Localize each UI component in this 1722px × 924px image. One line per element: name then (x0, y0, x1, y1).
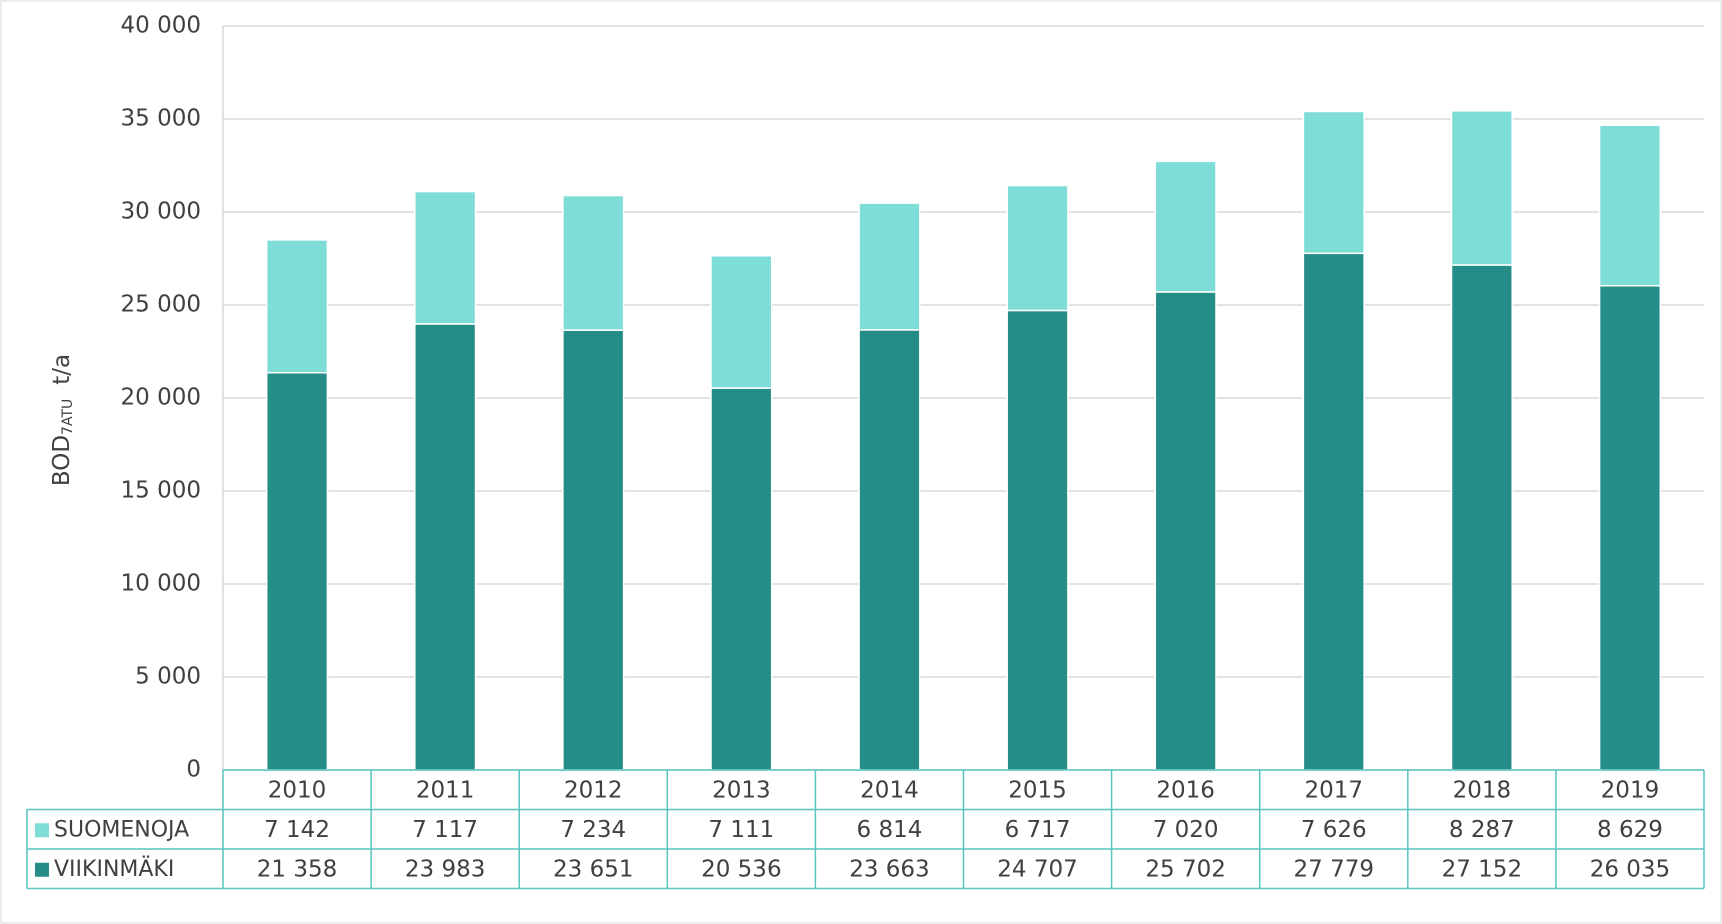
bar-segment (1006, 184, 1069, 312)
y-tick-label: 0 (186, 757, 201, 783)
x-tick-label: 2014 (860, 777, 919, 803)
table-value: 27 152 (1442, 856, 1522, 882)
bar-segment (710, 255, 773, 389)
bar-segment (414, 190, 477, 325)
x-tick-label: 2010 (268, 777, 327, 803)
y-tick-label: 40 000 (121, 13, 201, 39)
y-label-sub: 7ATU (60, 399, 76, 435)
table-value: 21 358 (257, 856, 337, 882)
legend-swatch (35, 823, 49, 838)
table-value: 7 142 (264, 817, 330, 843)
x-tick-label: 2016 (1156, 777, 1215, 803)
table-value: 20 536 (701, 856, 781, 882)
bar-segment (1154, 160, 1217, 293)
table-value: 27 779 (1294, 856, 1374, 882)
bar-segment (562, 194, 625, 331)
x-tick-label: 2018 (1453, 777, 1512, 803)
y-tick-label: 5 000 (135, 664, 201, 690)
y-tick-label: 20 000 (121, 385, 201, 411)
bar-segment (1302, 252, 1365, 771)
bar-segment (710, 387, 773, 771)
legend-swatch (35, 862, 49, 877)
bar-segment (562, 329, 625, 771)
x-tick-label: 2019 (1601, 777, 1660, 803)
x-tick-label: 2013 (712, 777, 771, 803)
x-tick-label: 2017 (1304, 777, 1363, 803)
table-value: 8 287 (1449, 817, 1515, 843)
bar-segment (858, 329, 921, 771)
table-value: 23 983 (405, 856, 485, 882)
bar-segment (1006, 309, 1069, 771)
y-axis-label: BOD7ATU t/a (49, 354, 77, 486)
y-tick-label: 15 000 (121, 478, 201, 504)
y-tick-label: 10 000 (121, 571, 201, 597)
bar-segment (1302, 110, 1365, 255)
table-value: 7 020 (1153, 817, 1219, 843)
y-label-main: BOD (49, 435, 75, 486)
table-value: 8 629 (1597, 817, 1663, 843)
y-label-unit: t/a (49, 354, 75, 385)
bar-segment (1598, 284, 1662, 771)
table-value: 7 111 (708, 817, 774, 843)
table-value: 24 707 (997, 856, 1077, 882)
table-value: 25 702 (1145, 856, 1225, 882)
bar-segment (1598, 124, 1662, 287)
y-tick-label: 35 000 (121, 106, 201, 132)
x-tick-label: 2015 (1008, 777, 1067, 803)
x-tick-label: 2012 (564, 777, 623, 803)
bar-segment (1450, 110, 1513, 266)
table-value: 23 651 (553, 856, 633, 882)
bar-segment (858, 202, 921, 331)
x-tick-label: 2011 (416, 777, 475, 803)
table-value: 7 117 (412, 817, 478, 843)
table-value: 7 234 (560, 817, 626, 843)
y-tick-label: 30 000 (121, 199, 201, 225)
table-value: 6 717 (1005, 817, 1071, 843)
bar-segment (265, 371, 329, 771)
bar-segment (414, 323, 477, 771)
legend-label: VIIKINMÄKI (54, 856, 174, 882)
legend-label: SUOMENOJA (54, 817, 189, 842)
bar-segment (1450, 264, 1513, 771)
bar-segment (265, 239, 329, 374)
y-tick-label: 25 000 (121, 292, 201, 318)
bar-segment (1154, 291, 1217, 771)
table-value: 26 035 (1590, 856, 1670, 882)
table-value: 7 626 (1301, 817, 1367, 843)
table-value: 23 663 (849, 856, 929, 882)
table-value: 6 814 (857, 817, 923, 843)
